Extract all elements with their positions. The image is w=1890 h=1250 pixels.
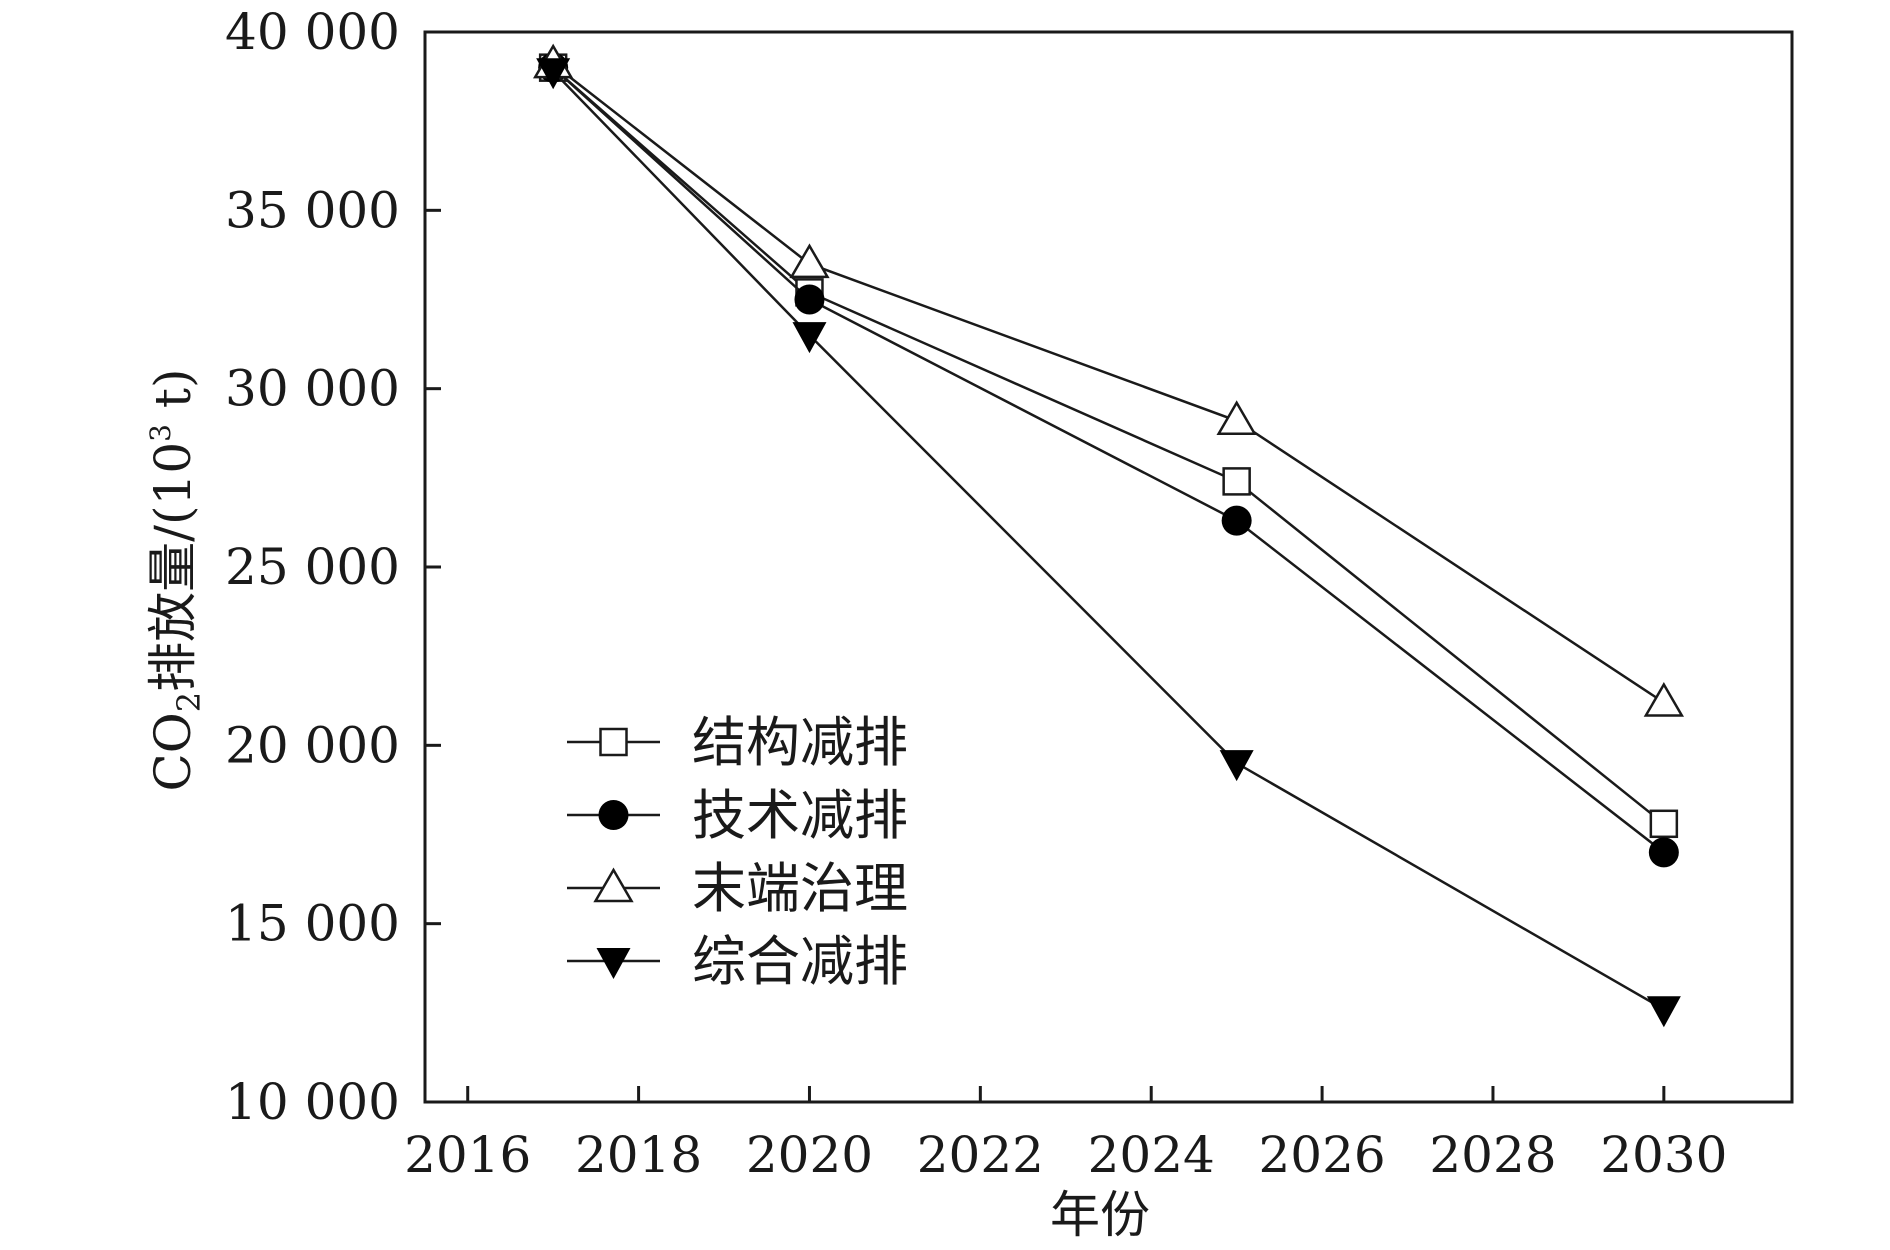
data-point	[794, 284, 825, 315]
series-line	[552, 63, 1665, 704]
legend-label: 技术减排	[692, 784, 908, 847]
legend-marker	[599, 727, 628, 757]
data-point	[1648, 837, 1679, 868]
data-point	[789, 243, 830, 279]
legend-label: 末端治理	[692, 857, 908, 920]
series-line	[552, 66, 1665, 854]
y-tick-label: 25 000	[225, 538, 400, 596]
x-tick-label: 2028	[1429, 1126, 1556, 1184]
series-3	[532, 43, 1685, 717]
x-tick-label: 2018	[575, 1126, 702, 1184]
data-point	[1221, 505, 1252, 536]
x-tick-label: 2024	[1088, 1126, 1215, 1184]
data-point	[1649, 809, 1679, 839]
data-point	[536, 58, 571, 90]
legend-item: 结构减排	[567, 711, 908, 774]
y-tick-label: 40 000	[225, 3, 400, 61]
legend-item: 技术减排	[567, 784, 908, 847]
series-4	[536, 58, 1681, 1028]
legend-item: 综合减排	[567, 930, 908, 993]
legend-label: 综合减排	[692, 930, 908, 993]
data-point	[1222, 467, 1251, 496]
x-axis-title: 年份	[1050, 1186, 1150, 1244]
series-line	[552, 70, 1665, 1011]
legend-label: 结构减排	[692, 711, 908, 774]
y-tick-label: 20 000	[225, 716, 400, 774]
x-tick-label: 2020	[746, 1126, 873, 1184]
x-tick-label: 2030	[1600, 1126, 1727, 1184]
series-line	[552, 66, 1665, 825]
x-tick-label: 2016	[404, 1126, 531, 1184]
legend-marker	[593, 867, 634, 903]
y-axis-title-unit: t)	[144, 369, 202, 425]
y-axis-title-co: CO	[144, 712, 202, 791]
y-tick-label: 10 000	[225, 1073, 400, 1131]
data-point	[1216, 400, 1257, 436]
legend-marker	[596, 948, 631, 979]
y-axis-title-middle: 排放量/(10	[144, 442, 202, 692]
y-tick-label: 30 000	[225, 360, 400, 418]
y-tick-label: 15 000	[225, 895, 400, 953]
data-point	[1643, 682, 1685, 717]
data-point	[792, 322, 827, 354]
series-layer	[532, 43, 1685, 1028]
y-tick-label: 35 000	[225, 181, 400, 239]
y-axis-title: CO2排放量/(103 t)	[144, 369, 208, 792]
data-point	[1219, 750, 1254, 782]
axes-layer: 2016 2018 2020 2022 2024 2026 2028 2030 10 000 15…	[225, 3, 1794, 1184]
x-tick-label: 2026	[1258, 1126, 1385, 1184]
plot-frame	[423, 30, 1794, 1104]
y-axis-title-subscript: 2	[170, 692, 208, 712]
legend-item: 末端治理	[567, 857, 908, 920]
x-tick-label: 2022	[917, 1126, 1044, 1184]
data-point	[1646, 996, 1681, 1028]
legend-marker	[598, 800, 629, 830]
y-axis-title-superscript: 3	[144, 424, 177, 442]
